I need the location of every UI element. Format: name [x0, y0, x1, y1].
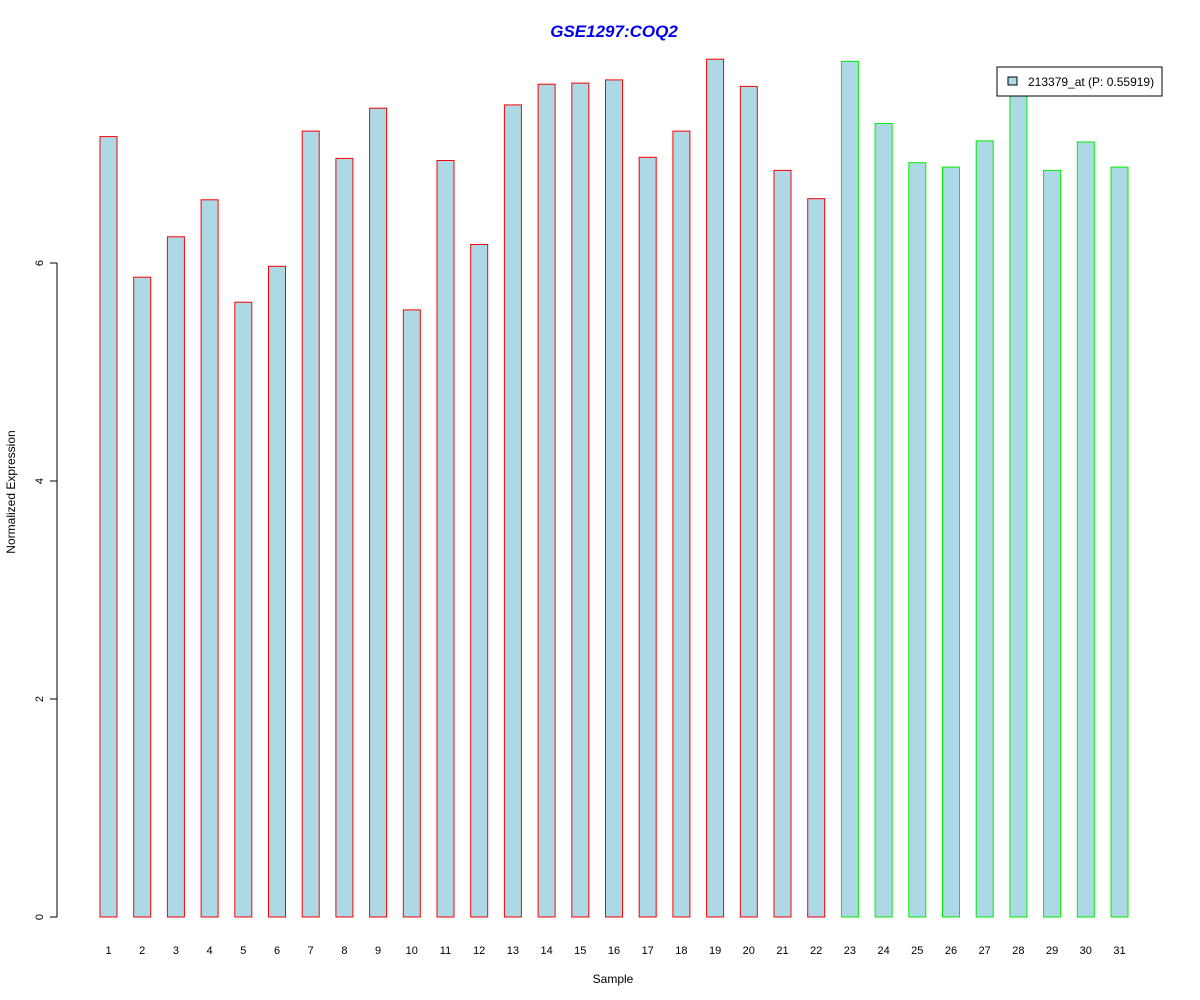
bar-sample-2: [133, 276, 152, 918]
x-tick-label: 10: [406, 945, 418, 957]
bar-sample-26: [942, 166, 960, 918]
x-tick-label: 12: [473, 945, 485, 957]
x-tick-label: 27: [979, 945, 991, 957]
bar-sample-18: [672, 130, 691, 918]
x-tick-label: 2: [139, 945, 145, 957]
x-tick-label: 23: [844, 945, 856, 957]
x-tick-label: 19: [709, 945, 721, 957]
bar-sample-3: [166, 236, 185, 918]
bar-sample-15: [571, 82, 590, 918]
bar-sample-12: [470, 244, 489, 918]
x-tick-label: 5: [240, 945, 246, 957]
bar-sample-29: [1043, 169, 1062, 918]
x-tick-label: 24: [877, 945, 889, 957]
legend-label: 213379_at (P: 0.55919): [1028, 75, 1154, 89]
bar-sample-31: [1110, 166, 1129, 918]
bar-sample-22: [807, 198, 826, 918]
x-tick-label: 9: [375, 945, 381, 957]
chart-title: GSE1297:COQ2: [550, 22, 678, 41]
bar-sample-28: [1009, 90, 1028, 918]
bar-sample-20: [739, 85, 758, 918]
x-tick-label: 18: [675, 945, 687, 957]
x-tick-label: 1: [105, 945, 111, 957]
bar-sample-1: [99, 136, 118, 918]
y-tick-label: 6: [34, 260, 46, 266]
bar-sample-10: [402, 309, 421, 918]
x-tick-label: 16: [608, 945, 620, 957]
x-axis-label: Sample: [593, 972, 634, 986]
y-tick-label: 4: [34, 478, 46, 484]
x-tick-label: 11: [440, 945, 451, 957]
bar-sample-9: [369, 107, 388, 918]
bar-sample-11: [436, 160, 455, 918]
bar-sample-14: [537, 83, 556, 918]
x-tick-label: 25: [911, 945, 923, 957]
x-tick-labels: 1 2 3 4 5 6 7 8 9 10 11 12 13 14 15 16 17 18 19 20 21 22 23 24 2…: [105, 945, 1125, 957]
legend-swatch: [1007, 76, 1018, 86]
y-axis: 0 2 4 6: [34, 260, 58, 920]
x-tick-label: 15: [574, 945, 586, 957]
bar-sample-7: [301, 130, 320, 918]
bars: [99, 58, 1129, 918]
x-tick-label: 31: [1113, 945, 1125, 957]
bar-sample-8: [335, 157, 354, 918]
y-axis-label: Normalized Expression: [4, 430, 18, 553]
bar-sample-21: [773, 169, 792, 918]
bar-sample-5: [234, 301, 253, 918]
bar-sample-16: [605, 79, 623, 918]
bar-sample-17: [638, 156, 657, 918]
bar-sample-6: [268, 265, 286, 918]
y-tick-label: 2: [34, 696, 46, 702]
x-tick-label: 3: [173, 945, 179, 957]
x-tick-label: 29: [1046, 945, 1058, 957]
bar-sample-30: [1076, 141, 1095, 918]
x-tick-label: 26: [945, 945, 957, 957]
x-tick-label: 21: [776, 945, 788, 957]
bar-sample-27: [975, 140, 994, 918]
x-tick-label: 17: [642, 945, 654, 957]
x-tick-label: 8: [341, 945, 347, 957]
bar-sample-13: [503, 104, 522, 918]
bar-sample-24: [874, 123, 893, 918]
bar-sample-19: [706, 58, 725, 918]
y-tick-label: 0: [34, 914, 46, 920]
bar-sample-25: [908, 162, 927, 918]
x-tick-label: 6: [274, 945, 280, 957]
bar-sample-4: [200, 199, 219, 918]
bar-sample-23: [840, 60, 859, 918]
x-tick-label: 4: [207, 945, 213, 957]
x-tick-label: 14: [540, 945, 552, 957]
legend-box: [996, 66, 1163, 97]
x-tick-label: 13: [507, 945, 519, 957]
x-tick-label: 30: [1080, 945, 1092, 957]
x-tick-label: 7: [308, 945, 314, 957]
x-tick-label: 20: [743, 945, 755, 957]
legend: 213379_at (P: 0.55919): [996, 66, 1163, 97]
x-tick-label: 28: [1012, 945, 1024, 957]
x-tick-label: 22: [810, 945, 822, 957]
